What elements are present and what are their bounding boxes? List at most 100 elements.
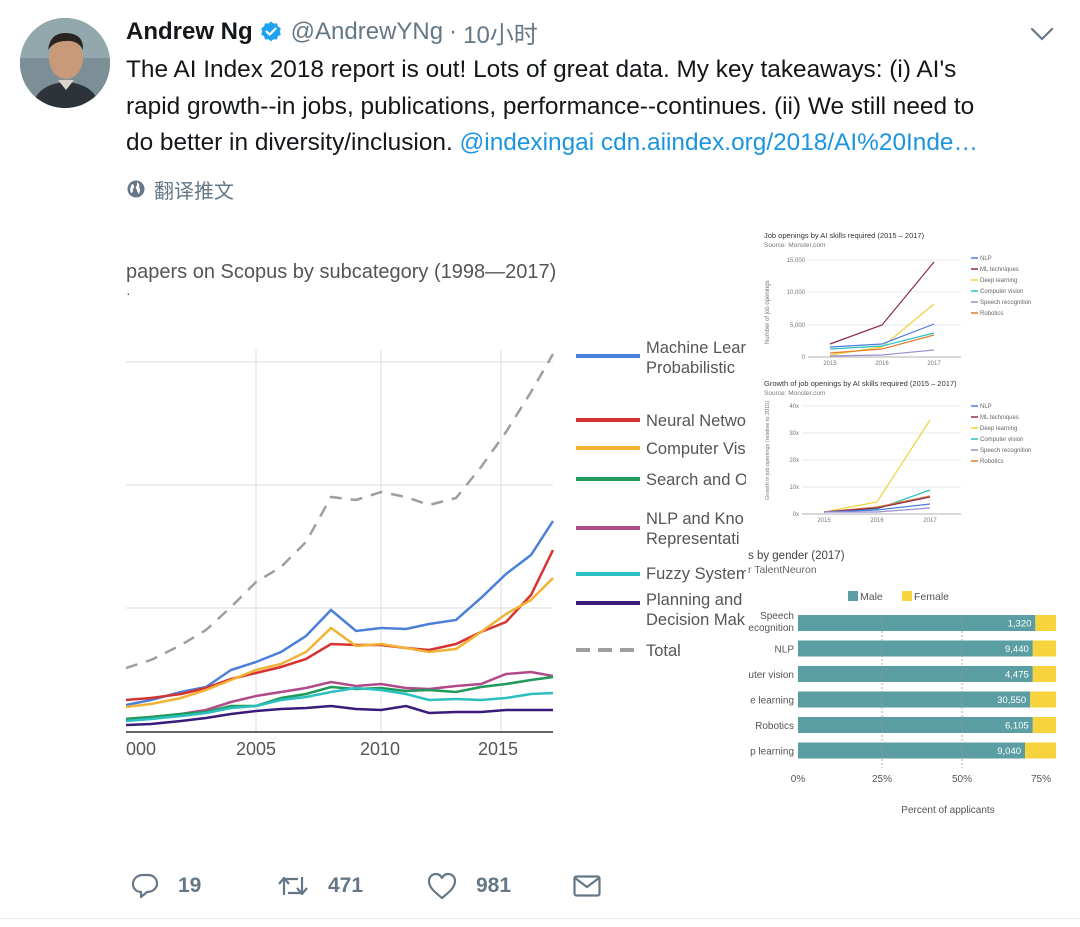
- job-chart-title: Job openings by AI skills required (2015…: [764, 231, 925, 240]
- like-button[interactable]: 981: [426, 866, 511, 906]
- legend-label: Fuzzy System: [646, 565, 750, 583]
- translate-tweet[interactable]: 翻译推文: [126, 175, 234, 203]
- growth-y-tick: 40x: [789, 404, 799, 410]
- series-machine-learning: [126, 520, 555, 707]
- gender-chart-source: r TalentNeuron: [748, 564, 817, 576]
- job-y-tick: 5,000: [790, 323, 806, 329]
- heart-icon: [427, 872, 457, 900]
- legend-label: NLP and Kno: [646, 510, 744, 528]
- translate-label: 翻译推文: [154, 180, 234, 203]
- header-separator: ·: [449, 18, 458, 45]
- tweet-timestamp[interactable]: 10小时: [463, 21, 538, 49]
- legend-label: Machine Lear: [646, 339, 746, 357]
- gender-bar-male: [798, 640, 1033, 657]
- scopus-gridlines: [126, 350, 553, 732]
- mention-link[interactable]: @indexingai: [459, 129, 595, 156]
- gender-bar-female: [1035, 615, 1056, 631]
- scopus-chart: papers on Scopus by subcategory (1998—20…: [126, 261, 750, 759]
- legend-label: Total: [646, 642, 681, 660]
- job-legend-label: NLP: [980, 256, 992, 262]
- gender-legend-female-swatch: [902, 591, 912, 601]
- scopus-chart-title: papers on Scopus by subcategory (1998—20…: [126, 261, 556, 283]
- growth-y-label: Growth in job openings (relative to 2015…: [765, 401, 771, 500]
- chevron-down-icon[interactable]: [1028, 24, 1056, 44]
- gender-legend-male-swatch: [848, 591, 858, 601]
- growth-x-tick: 2015: [817, 518, 831, 524]
- gender-x-tick: 0%: [791, 774, 806, 785]
- legend-label: Planning and: [646, 591, 742, 609]
- job-x-tick: 2017: [927, 361, 941, 367]
- job-legend-label: Computer vision: [980, 289, 1023, 295]
- growth-y-tick: 10x: [789, 485, 799, 491]
- gender-row-label: uter vision: [748, 670, 794, 681]
- media-svg: papers on Scopus by subcategory (1998—20…: [126, 222, 1056, 820]
- author-name[interactable]: Andrew Ng: [126, 18, 253, 45]
- gender-row-label: Speech: [760, 611, 794, 622]
- gender-bar-value: 9,440: [1005, 644, 1029, 655]
- job-y-tick: 0: [802, 355, 806, 361]
- reply-button[interactable]: 19: [130, 866, 201, 906]
- job-legend-label: ML techniques: [980, 267, 1019, 273]
- series-total: [126, 353, 555, 670]
- gender-legend-male: Male: [860, 591, 883, 603]
- author-handle[interactable]: @AndrewYNg: [290, 18, 444, 45]
- series-nlp-knowledge: [126, 670, 554, 721]
- gender-x-tick: 50%: [952, 774, 972, 785]
- envelope-icon: [573, 875, 601, 897]
- gender-bar-female: [1032, 666, 1056, 682]
- legend-label: Computer Vis: [646, 440, 746, 458]
- growth-legend-label: Deep learning: [980, 426, 1017, 432]
- tweet-text-line: rapid growth--in jobs, publications, per…: [126, 92, 975, 120]
- gender-bar-value: 1,320: [1008, 619, 1032, 630]
- growth-legend-label: ML techniques: [980, 415, 1019, 421]
- tweet-text-line: do better in diversity/inclusion. @index…: [126, 125, 1056, 162]
- growth-x-tick: 2017: [923, 518, 937, 524]
- legend-label: Decision Mak: [646, 611, 746, 629]
- gender-row-label: NLP: [775, 645, 795, 656]
- globe-icon: [127, 180, 145, 198]
- legend-label: Probabilistic: [646, 359, 735, 377]
- gender-bar-value: 9,040: [997, 746, 1021, 757]
- growth-y-tick: 0x: [793, 512, 799, 518]
- direct-message-button[interactable]: [572, 866, 620, 906]
- retweet-count: 471: [328, 874, 364, 897]
- job-openings-chart: Job openings by AI skills required (2015…: [764, 231, 1031, 367]
- gender-bar-male: [798, 691, 1031, 708]
- job-legend-label: Deep learning: [980, 278, 1017, 284]
- retweet-button[interactable]: 471: [276, 866, 363, 906]
- series-planning-decision: [126, 704, 553, 727]
- job-y-tick: 10,000: [787, 290, 806, 296]
- gender-row-label: Robotics: [755, 721, 794, 732]
- url-link[interactable]: cdn.aiindex.org/2018/AI%20Inde…: [600, 129, 978, 156]
- growth-chart-source: Source: Monster.com: [764, 390, 825, 397]
- growth-x-tick: 2016: [870, 518, 884, 524]
- gender-x-tick: 25%: [872, 774, 892, 785]
- legend-label: Representati: [646, 530, 740, 548]
- verified-badge-icon: [259, 20, 283, 44]
- gender-bar-female: [1030, 691, 1056, 708]
- scopus-legend: Machine Lear Probabilistic Neural Netwo …: [576, 339, 750, 660]
- legend-label: Search and O: [646, 471, 748, 489]
- job-x-tick: 2016: [875, 361, 889, 367]
- gender-row-label: p learning: [750, 747, 794, 758]
- tweet-media-image[interactable]: papers on Scopus by subcategory (1998—20…: [126, 222, 1056, 820]
- gender-bar-value: 4,475: [1005, 670, 1029, 681]
- job-legend-label: Speech recognition: [980, 300, 1031, 306]
- gender-row-label: ecognition: [748, 623, 794, 634]
- gender-bar-male: [798, 742, 1026, 759]
- gender-x-label: Percent of applicants: [901, 805, 994, 816]
- gender-chart: s by gender (2017) r TalentNeuron Male F…: [748, 550, 1056, 816]
- growth-legend-label: NLP: [980, 404, 992, 410]
- avatar[interactable]: [20, 18, 110, 108]
- job-legend-label: Robotics: [980, 311, 1003, 317]
- gender-chart-title: s by gender (2017): [748, 550, 845, 562]
- gender-x-tick: 75%: [1031, 774, 1051, 785]
- job-y-label: Number of job openings: [765, 280, 771, 344]
- scopus-x-tick: 2005: [236, 739, 276, 759]
- series-fuzzy-systems: [126, 686, 554, 723]
- gender-bar-male: [798, 666, 1033, 682]
- job-chart-source: Source: Monster.com: [764, 242, 825, 249]
- gender-row-label: e learning: [750, 696, 794, 707]
- gender-bar-male: [798, 717, 1033, 733]
